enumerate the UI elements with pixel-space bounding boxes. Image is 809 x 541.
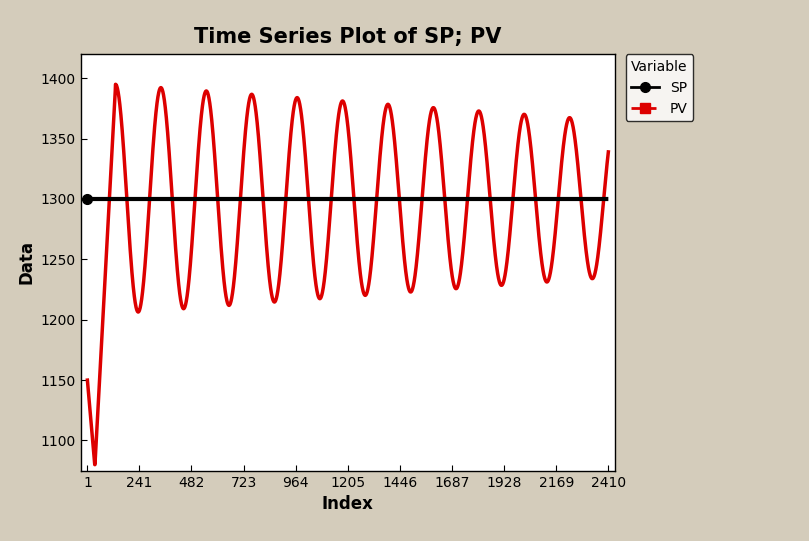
X-axis label: Index: Index	[322, 495, 374, 513]
Legend: SP, PV: SP, PV	[625, 54, 693, 121]
Title: Time Series Plot of SP; PV: Time Series Plot of SP; PV	[194, 27, 502, 47]
Y-axis label: Data: Data	[17, 240, 36, 285]
